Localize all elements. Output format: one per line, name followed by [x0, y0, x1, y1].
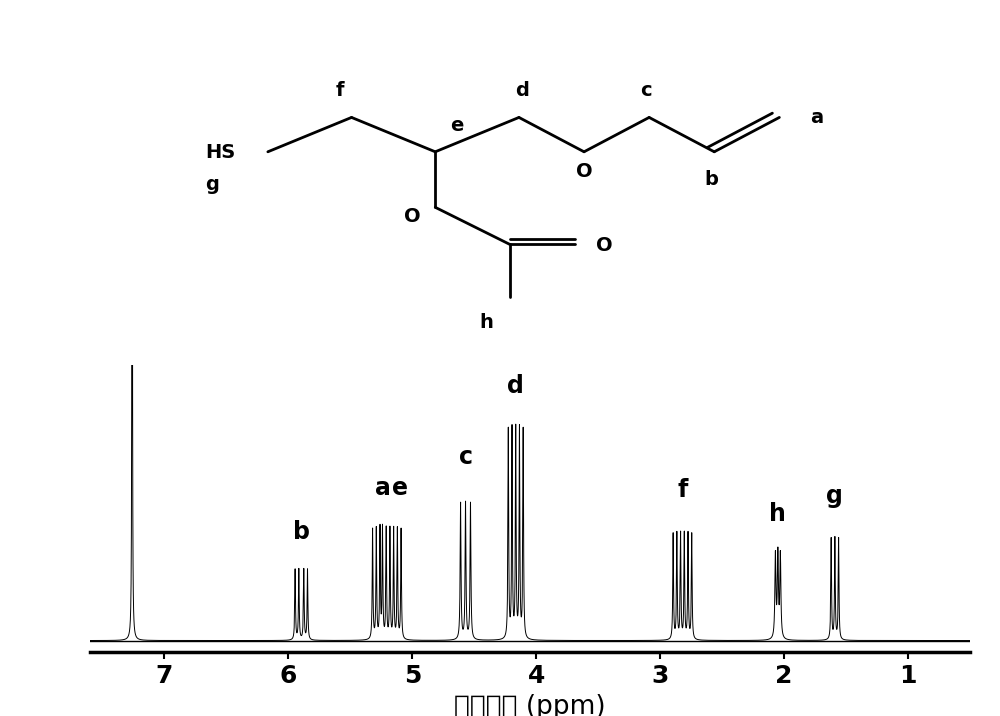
Text: c: c: [641, 82, 652, 100]
X-axis label: 化学位移 (ppm): 化学位移 (ppm): [454, 694, 606, 716]
Text: e: e: [392, 475, 408, 500]
Text: d: d: [515, 82, 529, 100]
Text: O: O: [576, 163, 592, 181]
Text: h: h: [769, 502, 786, 526]
Text: g: g: [205, 175, 219, 194]
Text: f: f: [677, 478, 688, 502]
Text: a: a: [375, 475, 391, 500]
Text: HS: HS: [205, 143, 235, 163]
Text: h: h: [479, 313, 493, 332]
Text: O: O: [596, 236, 613, 255]
Text: g: g: [826, 484, 843, 508]
Text: a: a: [810, 108, 823, 127]
Text: d: d: [507, 374, 524, 398]
Text: O: O: [404, 207, 420, 226]
Text: b: b: [293, 520, 310, 543]
Text: b: b: [705, 170, 718, 189]
Text: e: e: [450, 116, 463, 135]
Text: c: c: [459, 445, 473, 469]
Text: f: f: [335, 82, 344, 100]
